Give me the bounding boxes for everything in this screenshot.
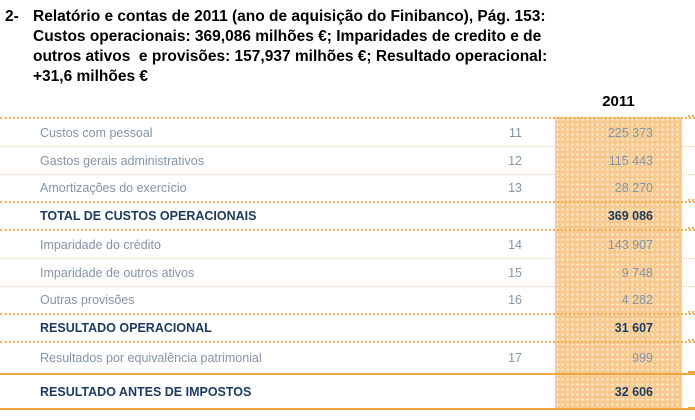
row-value: 31 607 <box>614 321 653 335</box>
table-row-total: RESULTADO OPERACIONAL 31 607 <box>0 315 695 343</box>
row-value: 4 282 <box>621 293 653 307</box>
note-text: Relatório e contas de 2011 (ano de aquis… <box>33 7 670 87</box>
row-value: 143 907 <box>607 237 653 252</box>
row-label: Imparidade do crédito <box>40 237 161 252</box>
financial-table: Custos com pessoal 11 225 373 Gastos ger… <box>0 115 695 410</box>
row-note-number: 12 <box>508 153 522 168</box>
row-label: Amortizações do exercício <box>40 181 187 195</box>
row-note-number: 13 <box>508 181 522 195</box>
row-label: Resultados por equivalência patrimonial <box>40 351 262 365</box>
row-value: 32 606 <box>614 384 653 399</box>
row-label: RESULTADO OPERACIONAL <box>40 321 212 335</box>
table-row: Outras provisões 16 4 282 <box>0 287 695 315</box>
row-label: TOTAL DE CUSTOS OPERACIONAIS <box>40 209 257 223</box>
note-number: 2- <box>5 8 19 25</box>
row-label: Gastos gerais administrativos <box>40 153 204 168</box>
row-note-number: 15 <box>508 265 522 280</box>
row-value: 369 086 <box>607 209 653 223</box>
row-label: Imparidade de outros ativos <box>40 265 195 280</box>
cutoff-column-rule-fragment <box>688 311 695 313</box>
table-row-total: RESULTADO ANTES DE IMPOSTOS 32 606 <box>0 375 695 410</box>
row-value: 9 748 <box>621 265 653 280</box>
table-row: Resultados por equivalência patrimonial … <box>0 343 695 375</box>
highlighted-2011-column <box>555 117 682 410</box>
row-label: Custos com pessoal <box>40 125 153 140</box>
note-line: Custos operacionais: 369,086 milhões €; … <box>33 28 542 45</box>
row-note-number: 11 <box>509 125 522 140</box>
cutoff-column-rule-fragment <box>688 199 695 201</box>
year-column-header: 2011 <box>602 93 635 110</box>
table-rows: Custos com pessoal 11 225 373 Gastos ger… <box>0 117 695 410</box>
table-row: Imparidade de outros ativos 15 9 748 <box>0 259 695 287</box>
cutoff-column-rule-fragment <box>688 339 695 341</box>
row-value: 28 270 <box>614 181 653 195</box>
row-label: RESULTADO ANTES DE IMPOSTOS <box>40 384 252 399</box>
cutoff-column-rule-fragment <box>688 115 695 117</box>
row-value: 225 373 <box>607 125 653 140</box>
row-note-number: 17 <box>508 351 522 365</box>
table-row: Gastos gerais administrativos 12 115 443 <box>0 147 695 175</box>
row-value: 999 <box>632 351 653 365</box>
cutoff-column-rule-fragment <box>688 227 695 229</box>
annotation-note: 2- Relatório e contas de 2011 (ano de aq… <box>5 7 670 87</box>
note-line: Relatório e contas de 2011 (ano de aquis… <box>33 8 546 25</box>
note-line: outros ativos e provisões: 157,937 milhõ… <box>33 48 548 65</box>
row-label: Outras provisões <box>40 293 135 307</box>
note-line: +31,6 milhões € <box>33 68 149 85</box>
row-note-number: 14 <box>508 237 522 252</box>
row-note-number: 16 <box>508 293 522 307</box>
table-row: Amortizações do exercício 13 28 270 <box>0 175 695 203</box>
cutoff-column-rule-fragment <box>688 371 695 374</box>
row-value: 115 443 <box>608 153 653 168</box>
table-row: Custos com pessoal 11 225 373 <box>0 119 695 147</box>
table-row-total: TOTAL DE CUSTOS OPERACIONAIS 369 086 <box>0 203 695 231</box>
cutoff-column-rule-fragment <box>688 407 695 410</box>
table-row: Imparidade do crédito 14 143 907 <box>0 231 695 259</box>
